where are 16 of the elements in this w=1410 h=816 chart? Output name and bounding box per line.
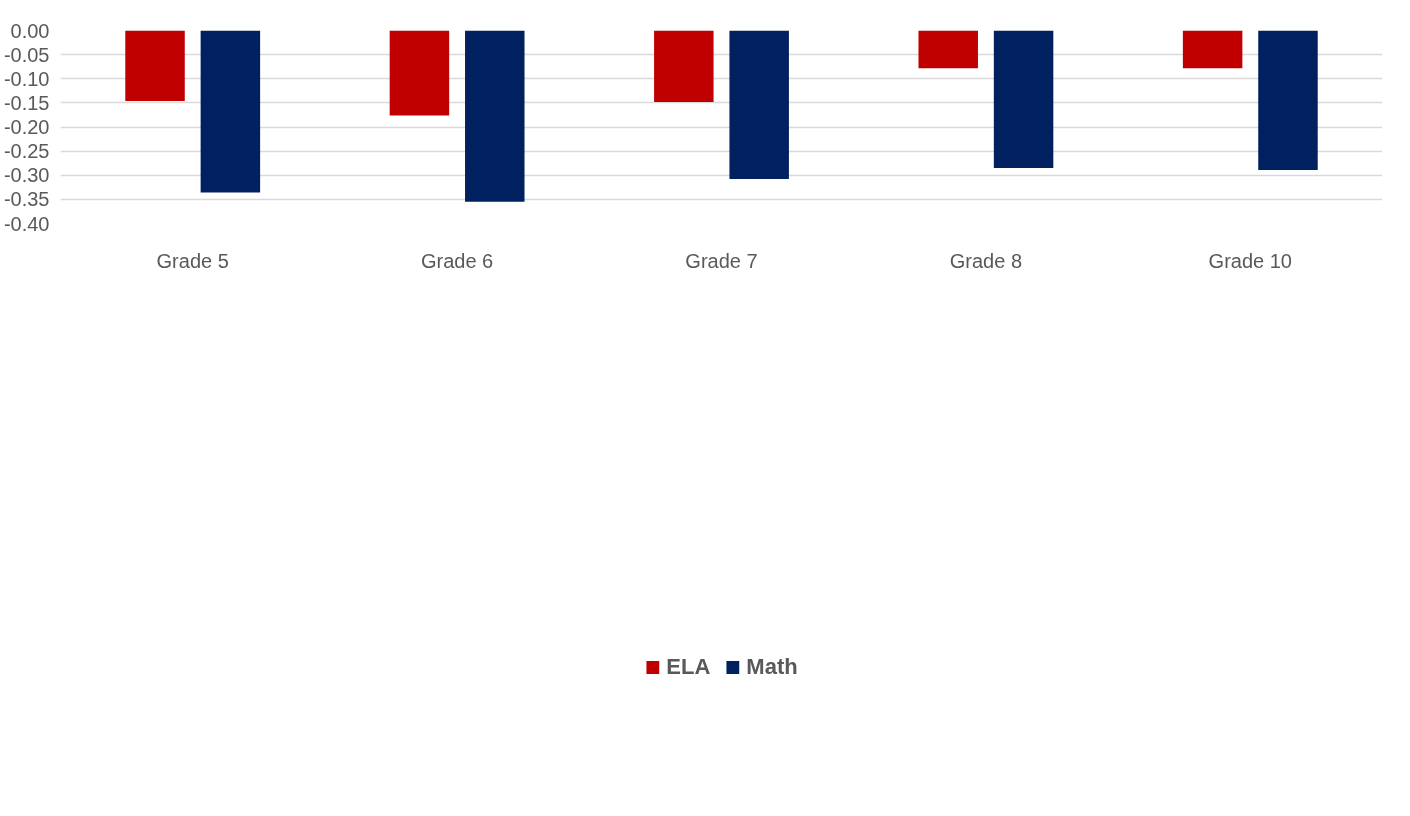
y-tick-label: -0.30	[3, 164, 50, 187]
y-tick-label: -0.40	[3, 212, 50, 235]
x-tick-label: Grade 8	[949, 249, 1023, 272]
y-tick-label: -0.35	[3, 188, 50, 211]
y-tick-label: 0.00	[10, 19, 50, 42]
legend-label: Math	[746, 653, 798, 680]
y-tick-label: -0.25	[3, 140, 50, 163]
x-tick-label: Grade 5	[156, 249, 229, 272]
y-tick-label: -0.20	[3, 116, 50, 138]
x-tick-label: Grade 6	[420, 249, 494, 272]
legend-label: ELA	[666, 653, 711, 680]
y-tick-label: -0.15	[3, 91, 50, 114]
y-tick-label: -0.05	[3, 43, 50, 66]
y-tick-label: -0.10	[3, 67, 50, 90]
x-tick-label: Grade 10	[1208, 249, 1292, 272]
x-tick-label: Grade 7	[685, 249, 758, 272]
